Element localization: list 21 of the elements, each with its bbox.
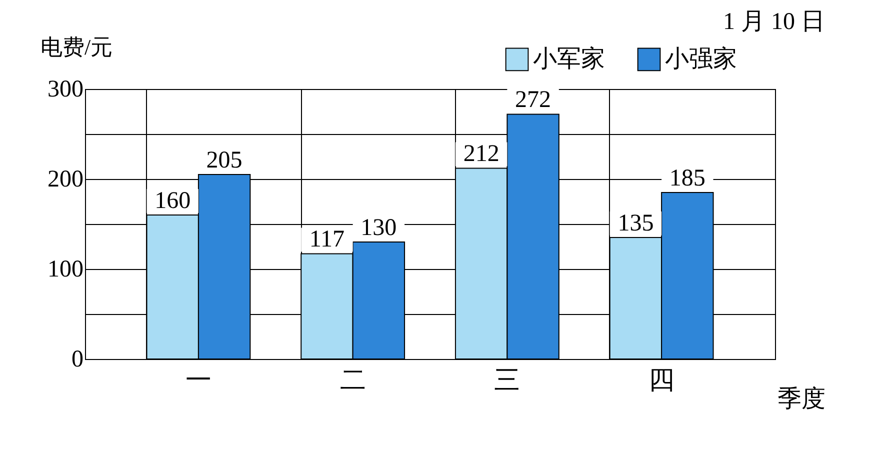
data-label: 212 (463, 141, 500, 168)
y-axis-title: 电费/元 (40, 34, 113, 60)
data-label: 117 (309, 226, 345, 253)
legend-label: 小军家 (533, 45, 605, 72)
data-label: 272 (515, 87, 552, 114)
x-axis-title: 季度 (778, 386, 826, 412)
data-label: 185 (669, 166, 706, 192)
y-tick-label: 200 (48, 166, 84, 192)
x-tick-label: 一 (185, 366, 212, 394)
data-label: 130 (360, 215, 397, 241)
y-tick-label: 100 (48, 256, 84, 282)
x-tick-label: 四 (648, 366, 675, 394)
x-tick-label: 三 (494, 366, 520, 394)
data-label: 135 (618, 210, 654, 236)
y-tick-label: 300 (48, 76, 84, 102)
data-label: 205 (206, 148, 242, 174)
x-tick-label: 二 (340, 366, 366, 394)
text: 1 月 10 日 (723, 9, 825, 35)
data-label: 160 (154, 188, 191, 214)
y-tick-label: 0 (72, 346, 84, 372)
legend-label: 小强家 (665, 45, 737, 72)
